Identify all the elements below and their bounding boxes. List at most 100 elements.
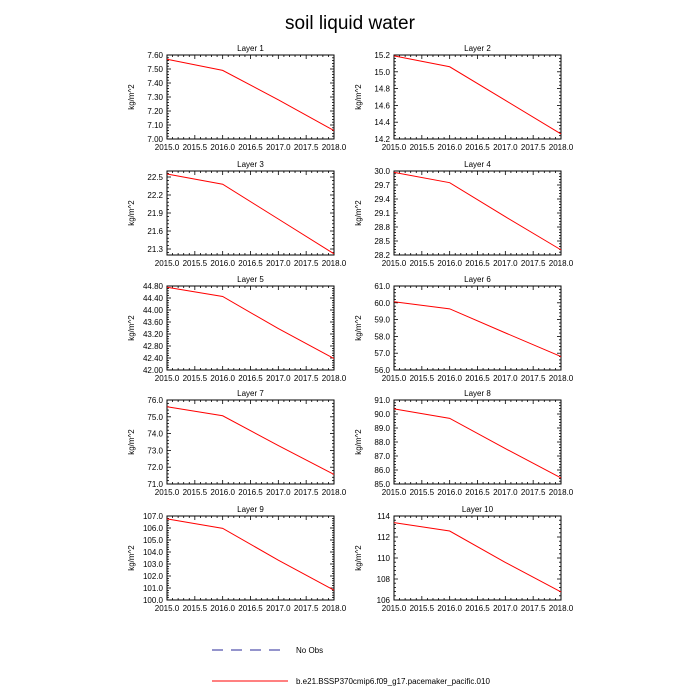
y-tick-label: 114 bbox=[377, 512, 390, 521]
x-tick-label: 2018.0 bbox=[322, 488, 347, 497]
legend: No Obs b.e21.BSSP370cmip6.f09_g17.pacema… bbox=[212, 646, 490, 686]
x-tick-label: 2015.5 bbox=[410, 259, 435, 268]
y-axis-label: kg/m^2 bbox=[354, 84, 363, 110]
x-tick-label: 2016.5 bbox=[238, 374, 263, 383]
x-tick-label: 2016.0 bbox=[210, 374, 235, 383]
x-tick-label: 2016.0 bbox=[210, 259, 235, 268]
x-tick-label: 2015.5 bbox=[410, 374, 435, 383]
y-tick-label: 57.0 bbox=[374, 349, 390, 358]
x-tick-label: 2016.5 bbox=[238, 143, 263, 152]
y-tick-label: 15.0 bbox=[374, 68, 390, 77]
y-tick-label: 88.0 bbox=[374, 438, 390, 447]
panel-title: Layer 1 bbox=[237, 44, 264, 53]
y-tick-label: 43.20 bbox=[143, 330, 164, 339]
x-tick-label: 2016.5 bbox=[238, 259, 263, 268]
y-tick-label: 14.8 bbox=[374, 85, 390, 94]
panel-title: Layer 3 bbox=[237, 160, 264, 169]
x-tick-label: 2016.0 bbox=[210, 488, 235, 497]
y-tick-label: 44.80 bbox=[143, 282, 164, 291]
x-tick-label: 2015.0 bbox=[155, 604, 180, 613]
y-tick-label: 103.0 bbox=[143, 560, 164, 569]
x-tick-label: 2017.5 bbox=[521, 604, 546, 613]
y-tick-label: 100.0 bbox=[143, 596, 164, 605]
x-tick-label: 2015.0 bbox=[382, 374, 407, 383]
y-tick-label: 7.20 bbox=[147, 107, 163, 116]
x-tick-label: 2015.0 bbox=[155, 143, 180, 152]
y-tick-label: 106.0 bbox=[143, 524, 164, 533]
y-tick-label: 102.0 bbox=[143, 572, 164, 581]
y-axis-label: kg/m^2 bbox=[354, 200, 363, 226]
y-axis-label: kg/m^2 bbox=[127, 200, 136, 226]
series-line bbox=[393, 55, 562, 135]
y-tick-label: 22.5 bbox=[147, 173, 163, 182]
y-tick-label: 43.60 bbox=[143, 318, 164, 327]
y-tick-label: 112 bbox=[377, 533, 390, 542]
y-tick-label: 60.0 bbox=[374, 299, 390, 308]
x-tick-label: 2017.0 bbox=[266, 488, 291, 497]
panel-title: Layer 8 bbox=[464, 389, 491, 398]
series-line bbox=[166, 58, 335, 132]
y-axis-label: kg/m^2 bbox=[354, 429, 363, 455]
y-tick-label: 42.00 bbox=[143, 366, 164, 375]
x-tick-label: 2016.5 bbox=[238, 488, 263, 497]
plot-frame bbox=[166, 515, 335, 601]
y-tick-label: 7.40 bbox=[147, 79, 163, 88]
x-tick-label: 2015.5 bbox=[410, 604, 435, 613]
x-tick-label: 2015.0 bbox=[382, 488, 407, 497]
y-tick-label: 76.0 bbox=[147, 396, 163, 405]
y-tick-label: 61.0 bbox=[374, 282, 390, 291]
x-tick-label: 2015.0 bbox=[155, 488, 180, 497]
y-tick-label: 71.0 bbox=[147, 480, 163, 489]
x-tick-label: 2016.0 bbox=[437, 259, 462, 268]
y-tick-label: 42.40 bbox=[143, 354, 164, 363]
x-tick-label: 2016.5 bbox=[238, 604, 263, 613]
x-tick-label: 2017.5 bbox=[521, 374, 546, 383]
x-tick-label: 2015.5 bbox=[410, 488, 435, 497]
plot-frame bbox=[166, 285, 335, 371]
panel-title: Layer 5 bbox=[237, 275, 264, 284]
x-tick-label: 2017.0 bbox=[266, 604, 291, 613]
plot-frame bbox=[166, 54, 335, 140]
x-tick-label: 2018.0 bbox=[549, 604, 574, 613]
y-tick-label: 7.30 bbox=[147, 93, 163, 102]
y-tick-label: 59.0 bbox=[374, 316, 390, 325]
y-tick-label: 7.50 bbox=[147, 65, 163, 74]
y-tick-label: 14.2 bbox=[374, 135, 390, 144]
panel-title: Layer 10 bbox=[462, 505, 494, 514]
x-tick-label: 2016.5 bbox=[465, 604, 490, 613]
plot-frame bbox=[166, 399, 335, 485]
plot-frame bbox=[393, 285, 562, 371]
x-tick-label: 2018.0 bbox=[549, 374, 574, 383]
y-tick-label: 15.2 bbox=[374, 51, 390, 60]
x-tick-label: 2015.0 bbox=[155, 374, 180, 383]
y-tick-label: 72.0 bbox=[147, 463, 163, 472]
x-tick-label: 2015.5 bbox=[183, 488, 208, 497]
x-tick-label: 2018.0 bbox=[549, 143, 574, 152]
x-tick-label: 2015.5 bbox=[183, 604, 208, 613]
x-tick-label: 2017.5 bbox=[294, 604, 319, 613]
x-tick-label: 2016.0 bbox=[437, 488, 462, 497]
x-tick-label: 2017.0 bbox=[266, 259, 291, 268]
y-tick-label: 29.7 bbox=[374, 181, 390, 190]
y-axis-label: kg/m^2 bbox=[127, 84, 136, 110]
plot-frame bbox=[393, 54, 562, 140]
y-tick-label: 30.0 bbox=[374, 167, 390, 176]
y-tick-label: 75.0 bbox=[147, 413, 163, 422]
x-tick-label: 2015.5 bbox=[183, 374, 208, 383]
y-tick-label: 108 bbox=[377, 575, 391, 584]
x-tick-label: 2015.0 bbox=[382, 604, 407, 613]
y-tick-label: 29.1 bbox=[374, 209, 390, 218]
x-tick-label: 2016.0 bbox=[437, 143, 462, 152]
y-tick-label: 58.0 bbox=[374, 332, 390, 341]
x-tick-label: 2017.5 bbox=[294, 374, 319, 383]
x-tick-label: 2018.0 bbox=[322, 604, 347, 613]
y-tick-label: 44.40 bbox=[143, 294, 164, 303]
x-tick-label: 2017.5 bbox=[294, 259, 319, 268]
x-tick-label: 2018.0 bbox=[322, 259, 347, 268]
